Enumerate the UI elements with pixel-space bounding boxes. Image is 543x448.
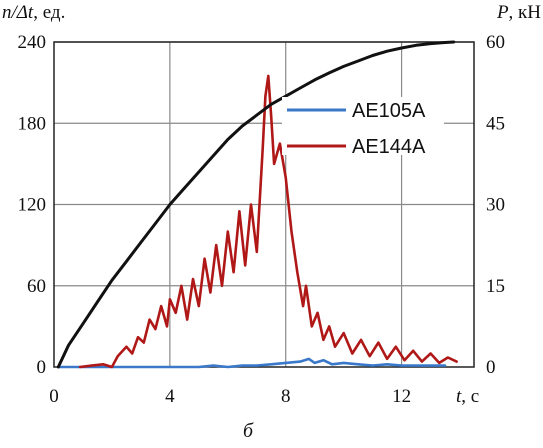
y-left-tick-label: 240	[18, 32, 47, 53]
figure-caption: б	[243, 420, 254, 442]
x-tick-labels: 0 4 8 12	[49, 386, 411, 407]
y-left-tick-labels: 0 60 120 180 240	[18, 32, 47, 378]
y-left-tick-label: 60	[27, 276, 46, 297]
y-right-tick-label: 15	[486, 276, 505, 297]
series-layer	[56, 40, 458, 369]
y-left-axis-title-unit: , ед.	[33, 2, 65, 23]
legend: AE105A AE144A	[282, 97, 444, 158]
y-right-tick-label: 30	[486, 195, 505, 216]
x-tick-label: 8	[281, 386, 291, 407]
series-line-ae144a	[78, 74, 458, 369]
x-tick-label: 12	[392, 386, 411, 407]
y-right-tick-label: 60	[486, 32, 505, 53]
y-right-axis-title: P, кН	[496, 2, 541, 23]
y-right-axis-title-unit: , кН	[509, 2, 542, 23]
y-left-axis-title-var: n/Δt	[2, 2, 34, 23]
y-right-tick-labels: 0 15 30 45 60	[486, 32, 505, 378]
legend-label-ae105a: AE105A	[352, 100, 426, 122]
y-left-tick-label: 120	[18, 195, 47, 216]
grid	[54, 41, 474, 367]
series-line-p	[56, 40, 456, 369]
x-tick-label: 0	[49, 386, 59, 407]
plot-frame	[53, 41, 475, 368]
x-tick-label: 4	[165, 386, 175, 407]
y-left-tick-label: 180	[18, 113, 47, 134]
y-right-axis-title-var: P	[496, 2, 509, 23]
y-left-tick-label: 0	[37, 357, 47, 378]
y-left-axis-title: n/Δt, ед.	[2, 2, 65, 23]
y-right-tick-label: 45	[486, 113, 505, 134]
legend-label-ae144a: AE144A	[352, 136, 426, 158]
y-right-tick-label: 0	[486, 357, 496, 378]
series-line-ae105a	[58, 357, 447, 369]
x-axis-title-unit: , с	[461, 386, 479, 407]
x-axis-title: t, с	[456, 386, 479, 407]
x-axis-title-var: t	[456, 386, 462, 407]
